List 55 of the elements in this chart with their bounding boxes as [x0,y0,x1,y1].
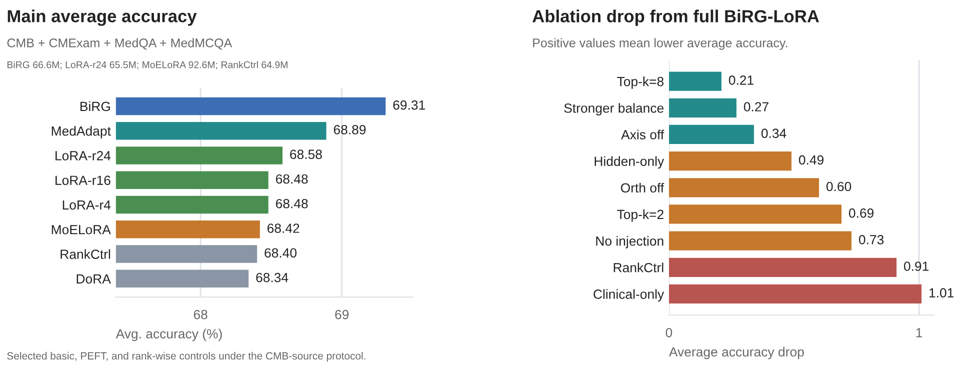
data-label: 0.49 [798,155,824,165]
data-label: 0.21 [728,76,754,85]
y-tick-label: LoRA-r24 [56,151,111,160]
text: BiRG 66.6M; LoRA-r24 65.5M; MoELoRA 92.6M; RankCtrl 64.9M [7,61,288,70]
y-tick-label: Clinical-only [594,289,664,302]
x-tick-label: 68 [194,310,208,320]
x-tick-label: 0 [666,328,672,338]
data-label: 68.48 [276,174,308,184]
y-tick-label: Stronger balance [564,103,664,116]
y-tick-label: No injection [596,236,664,248]
y-tick-label: RankCtrl [614,262,664,272]
data-label: 68.89 [334,125,366,134]
y-tick-label: LoRA-r16 [56,176,110,186]
data-label: 0.69 [848,208,874,218]
y-tick-label: DoRA [76,274,111,284]
y-tick-label: Orth off [620,182,664,193]
y-tick-label: Hidden-only [594,156,664,169]
y-tick-label: Axis off [621,130,664,140]
data-label: 68.42 [268,224,300,233]
bar [668,231,852,250]
y-tick-label: Top-k=8 [617,76,664,89]
bar [668,151,792,171]
bar [668,178,819,198]
x-axis-title: Avg. accuracy (%) [116,328,222,342]
y-tick-label: LoRA-r4 [62,200,111,210]
bar [668,284,922,304]
bar [668,72,722,91]
bar [668,258,897,277]
data-label: 1.01 [929,288,954,298]
x-axis-title: Average accuracy drop [668,346,804,360]
data-label: 0.27 [744,102,768,112]
chart-title: Main average accuracy [8,10,197,26]
data-label: 68.58 [290,150,322,160]
data-label: 68.40 [264,248,297,258]
data-label: 0.60 [826,182,852,192]
bar [668,124,754,144]
chart-subtitle: Positive values mean lower average accuracy. [533,38,788,50]
x-tick-label: 69 [335,310,349,320]
data-label: 0.91 [904,262,928,271]
bar [668,98,736,118]
data-label: 68.34 [256,272,288,282]
chart-title: Ablation drop from full BiRG-LoRA [532,10,820,26]
chart-subtitle: CMB + CMExam + MedQA + MedMCQA [7,38,232,50]
y-tick-label: Top-k=2 [617,209,664,222]
data-label: 69.31 [393,100,425,110]
y-tick-label: MedAdapt [52,126,111,138]
text: Selected basic, PEFT, and rank-wise controls under the CMB-source protocol. [7,352,366,362]
data-label: 68.48 [276,198,308,208]
y-tick-label: BiRG [80,101,110,112]
x-tick-label: 1 [916,328,922,338]
y-tick-label: RankCtrl [60,249,110,259]
y-tick-label: MoELoRA [52,225,111,234]
data-label: 0.34 [761,128,786,138]
bar [668,204,842,224]
data-label: 0.73 [858,235,884,244]
